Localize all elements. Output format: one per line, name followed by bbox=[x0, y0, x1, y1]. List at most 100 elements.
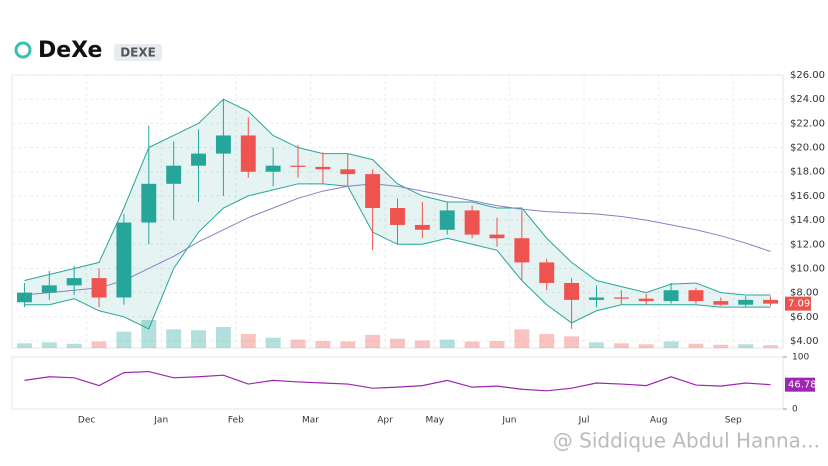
candle-body bbox=[414, 224, 430, 230]
volume-bar bbox=[290, 339, 306, 348]
candle-body bbox=[290, 165, 306, 167]
logo bbox=[14, 41, 32, 59]
x-tick-label: Sep bbox=[725, 416, 742, 426]
volume-bar bbox=[688, 343, 704, 348]
volume-bar bbox=[16, 343, 32, 348]
volume-bar bbox=[315, 341, 331, 348]
candle-body bbox=[589, 297, 604, 300]
volume-bar bbox=[365, 334, 381, 348]
x-tick-label: Feb bbox=[228, 416, 244, 426]
candle-body bbox=[16, 292, 32, 303]
volume-bar bbox=[589, 342, 604, 348]
volume-bar bbox=[663, 341, 679, 348]
candle-body bbox=[215, 135, 231, 154]
volume-bar bbox=[539, 334, 555, 348]
volume-bar bbox=[240, 334, 256, 348]
y-tick-label: $6.00 bbox=[790, 312, 819, 323]
volume-bar bbox=[514, 329, 530, 348]
rsi-pane bbox=[11, 356, 784, 410]
y-tick-label: $18.00 bbox=[790, 167, 825, 178]
candle-body bbox=[439, 210, 455, 230]
candle-body bbox=[763, 299, 779, 304]
last-price-box bbox=[785, 296, 811, 311]
candle-body bbox=[489, 234, 505, 239]
x-tick-label: Aug bbox=[650, 416, 668, 426]
y-tick-label: $12.00 bbox=[790, 239, 825, 250]
volume-bar bbox=[738, 344, 754, 348]
rsi-last-box bbox=[785, 377, 815, 392]
volume-bar bbox=[41, 342, 57, 348]
volume-bar bbox=[166, 329, 182, 348]
candle-body bbox=[141, 183, 157, 223]
volume-bar bbox=[613, 343, 629, 348]
candle-body bbox=[663, 290, 679, 302]
candle-body bbox=[91, 278, 107, 298]
chart-title: DeXe bbox=[38, 38, 102, 63]
candle-body bbox=[240, 135, 256, 172]
volume-bar bbox=[215, 327, 231, 348]
candle-body bbox=[539, 262, 555, 283]
y-tick-label: $14.00 bbox=[790, 215, 825, 226]
y-tick-label: $22.00 bbox=[790, 118, 825, 129]
symbol: DEXE bbox=[120, 46, 156, 60]
x-tick-label: Jan bbox=[153, 416, 168, 426]
candle-body bbox=[564, 282, 580, 300]
candle-body bbox=[514, 238, 530, 263]
watermark: @ Siddique Abdul Hanna... bbox=[553, 429, 820, 453]
x-tick-label: May bbox=[426, 416, 445, 426]
volume-bar bbox=[638, 344, 654, 348]
sma-line bbox=[24, 183, 771, 296]
candle-body bbox=[315, 166, 331, 170]
candle-body bbox=[191, 153, 206, 166]
y-tick-label: $20.00 bbox=[790, 143, 825, 154]
candle-body bbox=[638, 298, 654, 302]
rsi-last: 46.78 bbox=[788, 380, 817, 391]
candle-body bbox=[390, 208, 405, 225]
volume-bar bbox=[439, 339, 455, 348]
y-tick-label: $8.00 bbox=[790, 288, 819, 299]
candle-body bbox=[688, 290, 704, 302]
candle-body bbox=[613, 297, 629, 299]
y-tick-label: $4.00 bbox=[790, 336, 819, 347]
volume-bar bbox=[66, 343, 82, 348]
volume-bar bbox=[763, 345, 779, 348]
volume-bar bbox=[564, 336, 580, 348]
volume-bar bbox=[191, 330, 206, 348]
volume-bar bbox=[340, 341, 356, 348]
candle-body bbox=[116, 222, 132, 298]
volume-bar bbox=[91, 341, 107, 348]
x-tick-label: Jun bbox=[501, 416, 516, 426]
candle-body bbox=[713, 301, 729, 305]
volume-bar bbox=[713, 344, 729, 348]
candle-body bbox=[365, 174, 381, 208]
y-tick-label: $24.00 bbox=[790, 94, 825, 105]
symbol-badge bbox=[114, 44, 162, 61]
candle-body bbox=[166, 165, 182, 184]
volume-bar bbox=[390, 338, 405, 348]
candle-body bbox=[66, 278, 82, 286]
y-tick-label: $10.00 bbox=[790, 263, 825, 274]
candle-body bbox=[738, 299, 754, 305]
volume-bar bbox=[489, 341, 505, 348]
candle-body bbox=[265, 165, 281, 172]
y-tick-label: $16.00 bbox=[790, 191, 825, 202]
volume-bar bbox=[265, 337, 281, 348]
rsi-tick-label: 100 bbox=[792, 353, 809, 363]
last-price: 7.09 bbox=[788, 299, 810, 310]
y-tick-label: $26.00 bbox=[790, 70, 825, 81]
volume-bar bbox=[464, 341, 480, 348]
volume-bar bbox=[414, 340, 430, 348]
x-tick-label: Dec bbox=[78, 416, 95, 426]
rsi-tick-label: 0 bbox=[792, 405, 798, 415]
rsi-line bbox=[24, 370, 771, 392]
x-tick-label: Apr bbox=[377, 416, 393, 426]
candle-body bbox=[464, 210, 480, 235]
candle-body bbox=[41, 285, 57, 293]
volume-bar bbox=[141, 320, 157, 348]
candle-body bbox=[340, 169, 356, 175]
x-tick-label: Mar bbox=[302, 416, 319, 426]
volume-bar bbox=[116, 331, 132, 348]
x-tick-label: Jul bbox=[578, 416, 590, 426]
